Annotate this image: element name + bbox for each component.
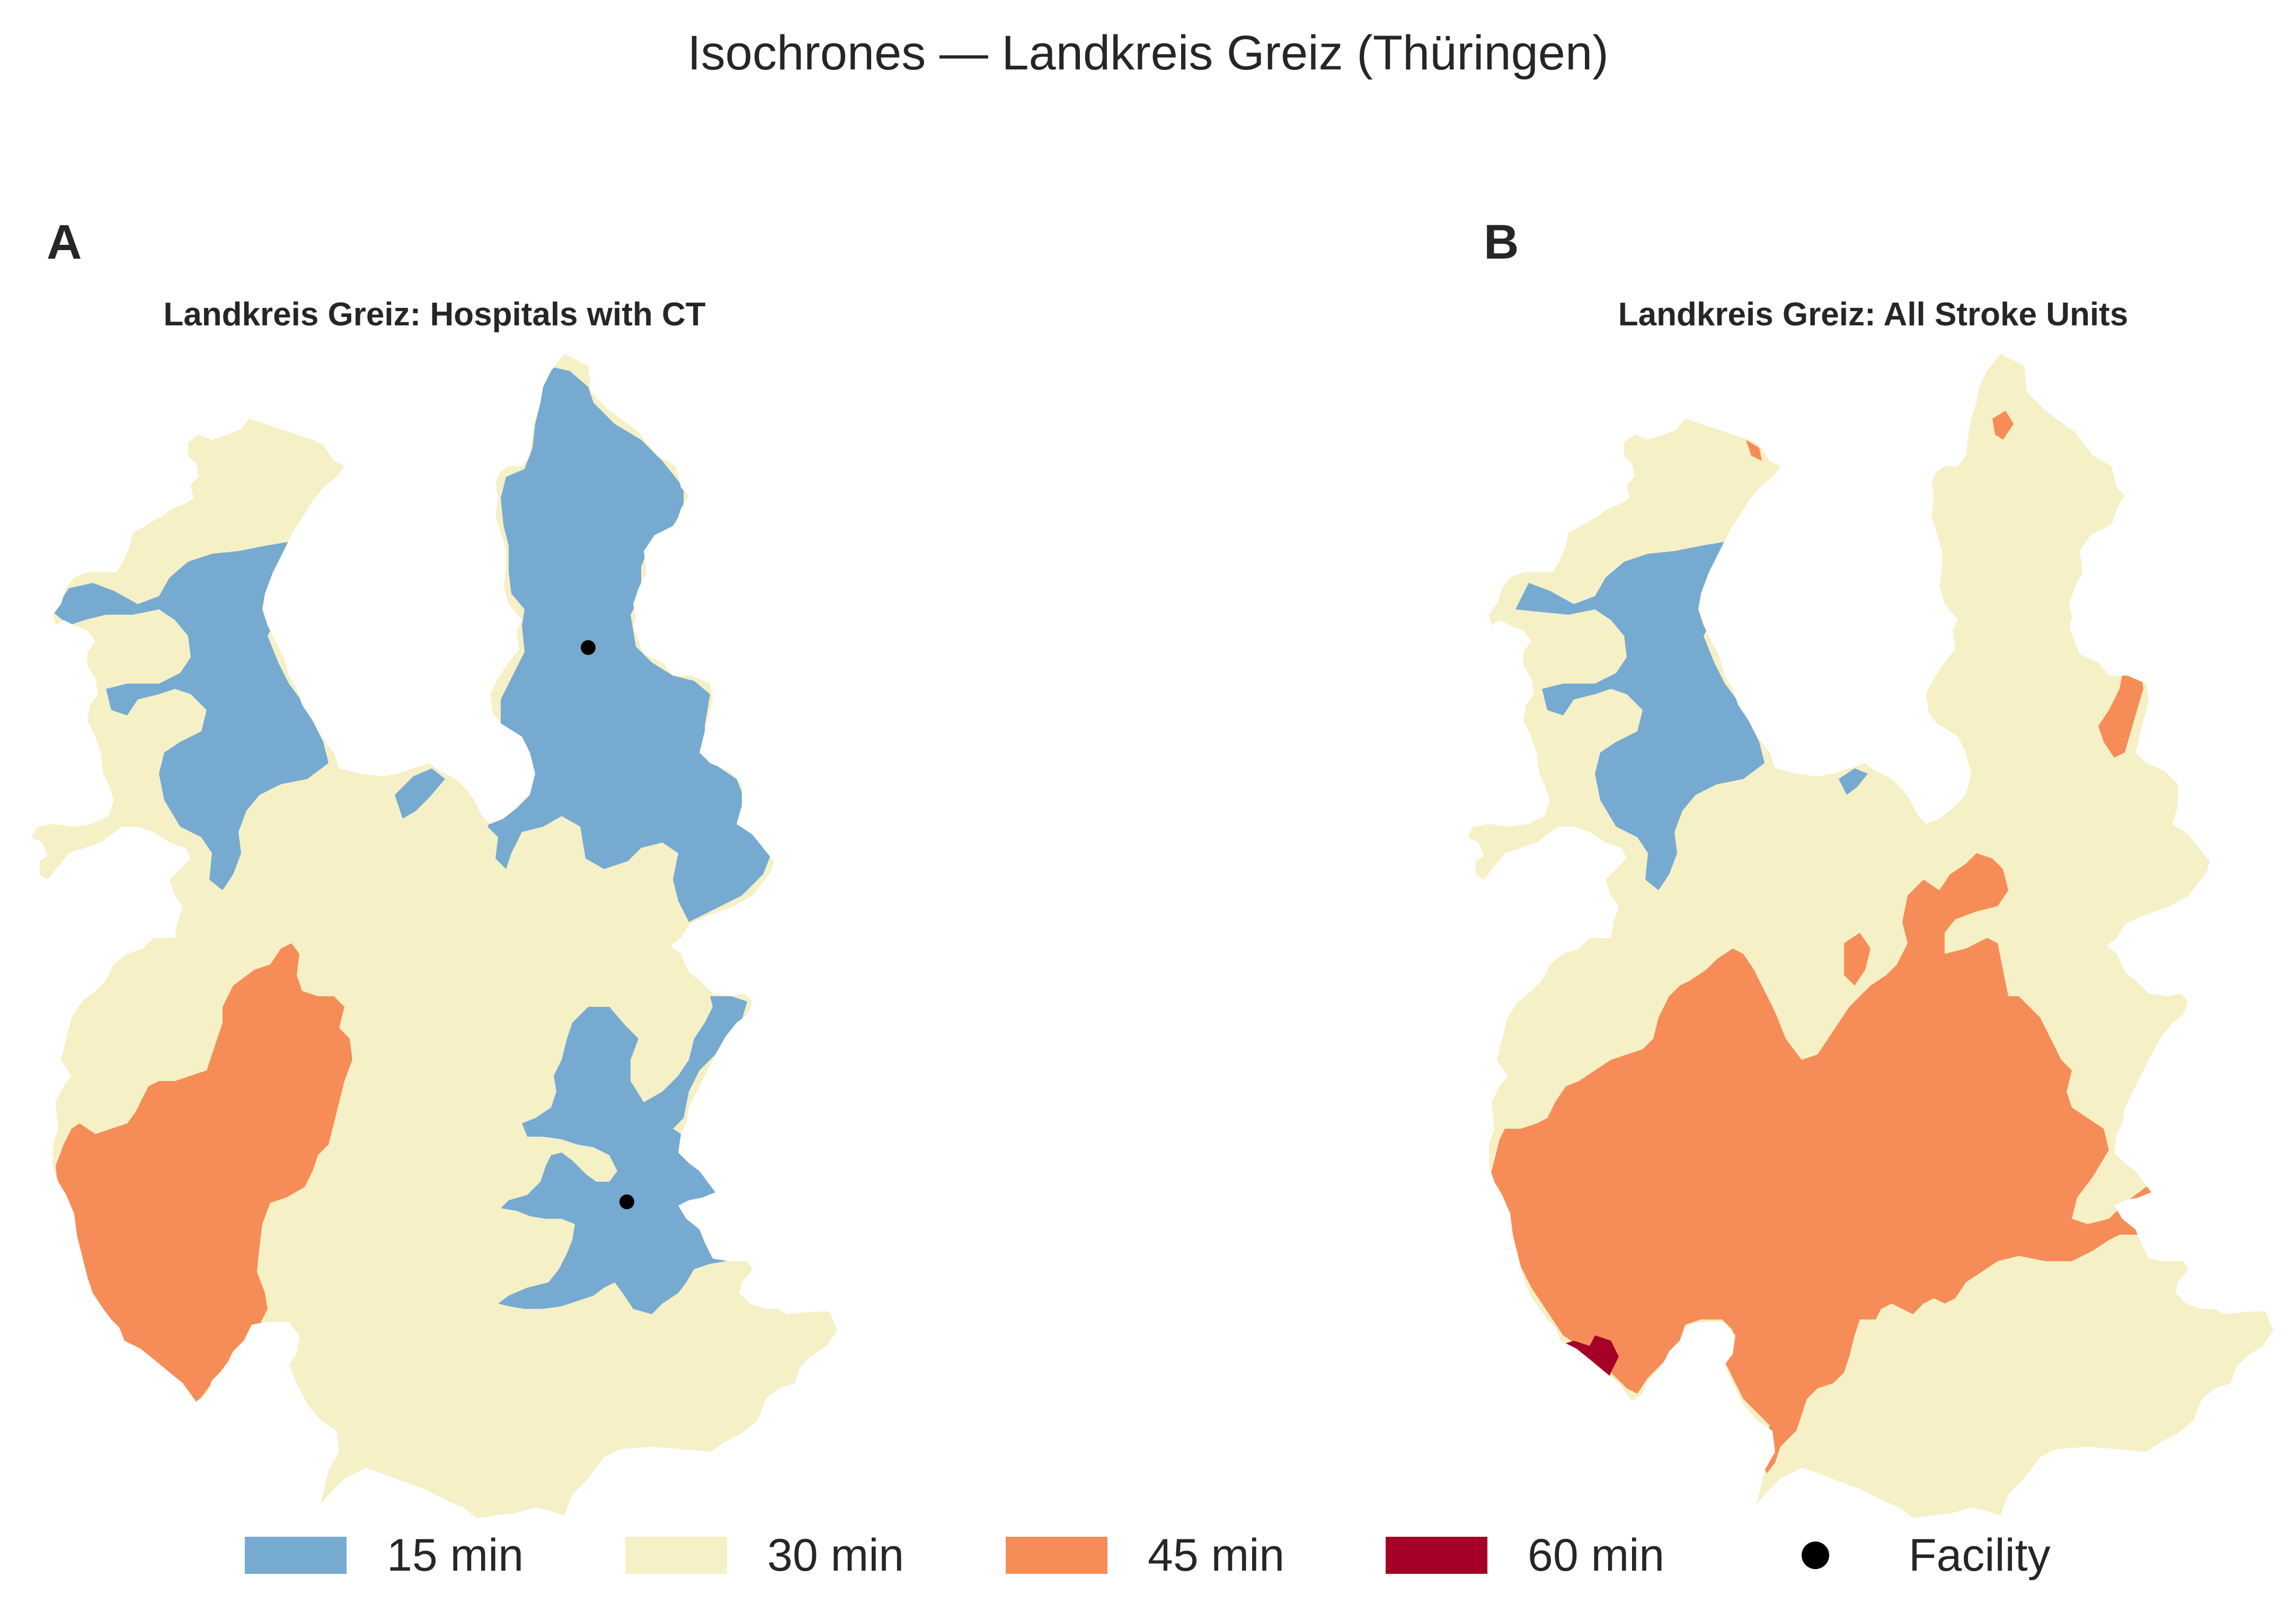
zone-15-min-b-notch [1839,768,1868,795]
map-panel-a [32,354,837,1518]
zone-45-min-b-north-2 [1746,440,1762,461]
panel-b-letter: B [1484,215,1519,269]
zone-45-min-b-north-1 [1992,411,2014,440]
legend-label-45-min: 45 min [1148,1529,1285,1581]
dot-icon [1802,1542,1829,1569]
legend-item-30-min: 30 min [625,1521,904,1590]
zone-60-min-b [1558,1335,1619,1410]
legend-swatch-60-min [1386,1537,1487,1574]
legend-label-60-min: 60 min [1528,1529,1665,1581]
panel-a-letter: A [47,215,82,269]
legend-item-45-min: 45 min [1006,1521,1284,1590]
zone-45-min-b-east-1 [2098,662,2143,758]
zone-45-min-b-mid [1844,933,1871,986]
zone-45-min-b-south [1489,853,2173,1473]
map-panel-b [1468,354,2273,1518]
facility-marker-a-1 [581,640,596,655]
legend-swatch-30-min [625,1537,727,1574]
zone-15-min-b-west [1515,541,1765,890]
legend-label-30-min: 30 min [767,1529,905,1581]
legend-swatch-45-min [1006,1537,1107,1574]
legend-label-facility: Facility [1909,1529,2051,1581]
legend-item-60-min: 60 min [1386,1521,1664,1590]
zone-15-min-a-west [53,541,329,890]
zone-15-min-a-north [487,366,774,922]
figure-title: Isochrones — Landkreis Greiz (Thüringen) [687,26,1609,80]
zone-45-min-a [56,943,352,1404]
legend-label-15-min: 15 min [387,1529,524,1581]
legend-swatch-15-min [245,1537,347,1574]
panel-b-title: Landkreis Greiz: All Stroke Units [1618,296,2129,333]
legend: 15 min 30 min 45 min 60 min Facility [0,1521,2296,1590]
legend-item-15-min: 15 min [245,1521,524,1590]
zone-15-min-a-notch [395,768,445,819]
panel-a-title: Landkreis Greiz: Hospitals with CT [163,296,706,333]
legend-item-facility: Facility [1765,1521,2051,1590]
facility-marker-a-2 [619,1194,634,1209]
